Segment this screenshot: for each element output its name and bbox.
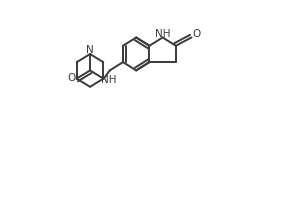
Text: NH: NH [155,29,170,39]
Text: O: O [193,29,201,39]
Text: NH: NH [101,75,116,85]
Text: O: O [67,73,75,83]
Text: N: N [86,45,94,55]
